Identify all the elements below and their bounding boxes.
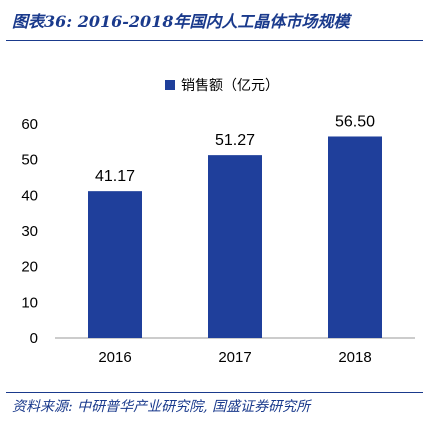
bar (88, 191, 142, 338)
bar (328, 136, 382, 338)
data-label: 56.50 (335, 113, 375, 130)
data-label: 51.27 (215, 132, 255, 149)
legend: 销售额（亿元） (165, 78, 279, 94)
legend-swatch (165, 80, 175, 90)
source-divider (6, 392, 423, 393)
bar (208, 155, 262, 338)
bars: 41.17 51.27 56.50 (88, 113, 382, 338)
y-tick-label: 50 (21, 152, 38, 169)
bar-chart: 销售额（亿元） 0 10 20 30 40 50 60 41.17 51.27 56.50 20… (21, 78, 415, 366)
y-tick-label: 20 (21, 259, 38, 276)
y-tick-label: 30 (21, 223, 38, 240)
y-axis: 0 10 20 30 40 50 60 (21, 116, 38, 347)
x-axis: 2016 2017 2018 (98, 349, 371, 366)
data-label: 41.17 (95, 168, 135, 185)
legend-label: 销售额（亿元） (181, 78, 279, 94)
y-tick-label: 60 (21, 116, 38, 133)
x-tick-label: 2016 (98, 349, 131, 366)
title-divider (6, 40, 423, 41)
y-tick-label: 0 (30, 330, 38, 347)
chart-title: 图表36: 2016-2018年国内人工晶体市场规模 (12, 12, 350, 31)
y-tick-label: 40 (21, 187, 38, 204)
x-tick-label: 2017 (218, 349, 251, 366)
x-tick-label: 2018 (338, 349, 371, 366)
y-tick-label: 10 (21, 294, 38, 311)
source-note: 资料来源: 中研普华产业研究院, 国盛证券研究所 (12, 399, 311, 415)
